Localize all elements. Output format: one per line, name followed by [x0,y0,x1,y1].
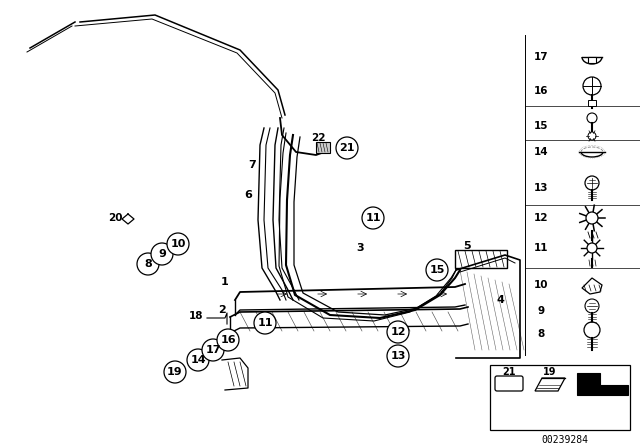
Text: 15: 15 [534,121,548,131]
Circle shape [583,77,601,95]
Polygon shape [577,373,628,395]
Text: 8: 8 [538,329,545,339]
Text: 6: 6 [244,190,252,200]
Bar [455,250,507,268]
Circle shape [587,113,597,123]
Circle shape [336,137,358,159]
Text: 16: 16 [220,335,236,345]
Text: 20: 20 [108,213,122,223]
Circle shape [137,253,159,275]
Polygon shape [582,278,602,294]
FancyBboxPatch shape [495,376,523,391]
Circle shape [362,207,384,229]
Circle shape [187,349,209,371]
Text: 19: 19 [167,367,183,377]
Text: 3: 3 [356,243,364,253]
Text: 7: 7 [248,160,256,170]
Text: 17: 17 [205,345,221,355]
Text: 18: 18 [189,311,204,321]
Bar [588,57,596,63]
Circle shape [217,329,239,351]
FancyBboxPatch shape [316,142,330,153]
Text: 10: 10 [534,280,548,290]
Text: 14: 14 [534,147,548,157]
Circle shape [426,259,448,281]
Text: 19: 19 [543,367,557,377]
Circle shape [585,299,599,313]
Circle shape [588,132,596,140]
Text: 11: 11 [365,213,381,223]
Text: 12: 12 [390,327,406,337]
Text: 10: 10 [170,239,186,249]
Circle shape [587,243,597,253]
Circle shape [254,312,276,334]
Text: 8: 8 [144,259,152,269]
Text: 13: 13 [534,183,548,193]
Circle shape [167,233,189,255]
Text: 12: 12 [534,213,548,223]
Circle shape [164,361,186,383]
Circle shape [586,212,598,224]
Text: 9: 9 [538,306,545,316]
Text: 11: 11 [257,318,273,328]
Circle shape [584,322,600,338]
Circle shape [585,176,599,190]
Text: 16: 16 [534,86,548,96]
Circle shape [151,243,173,265]
Text: 4: 4 [496,295,504,305]
Text: 15: 15 [429,265,445,275]
Text: 21: 21 [502,367,516,377]
Text: 13: 13 [390,351,406,361]
Bar [588,100,596,106]
Text: 00239284: 00239284 [541,435,589,445]
Text: 11: 11 [534,243,548,253]
Text: 2: 2 [218,305,226,315]
Circle shape [387,345,409,367]
Text: 22: 22 [311,133,325,143]
Text: 1: 1 [221,277,229,287]
Bar [490,365,630,430]
Text: 21: 21 [339,143,355,153]
Circle shape [202,339,224,361]
Circle shape [387,321,409,343]
Text: 5: 5 [463,241,471,251]
Text: 17: 17 [534,52,548,62]
Text: 14: 14 [190,355,206,365]
Text: 9: 9 [158,249,166,259]
Polygon shape [535,378,565,391]
